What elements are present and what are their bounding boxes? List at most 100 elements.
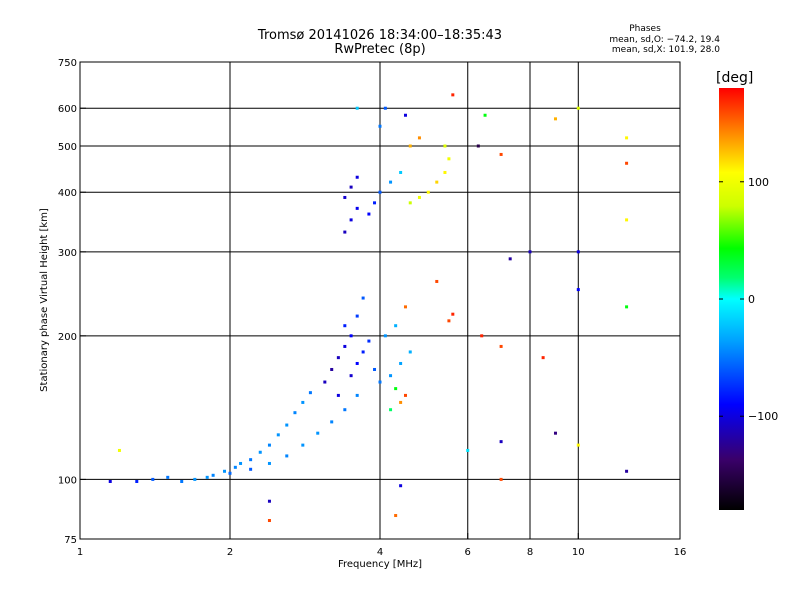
- data-point: [399, 170, 403, 174]
- data-point: [193, 477, 197, 481]
- stats-line-o: mean, sd,O: −74.2, 19.4: [609, 35, 720, 45]
- data-point: [480, 334, 484, 338]
- data-point: [355, 361, 359, 365]
- x-tick-label: 6: [465, 547, 471, 558]
- x-tick-label: 1: [77, 547, 83, 558]
- data-point: [553, 431, 557, 435]
- data-point: [435, 279, 439, 283]
- colorbar-tick-label: −100: [748, 410, 778, 423]
- data-point: [349, 374, 353, 378]
- data-point: [499, 344, 503, 348]
- data-point: [508, 257, 512, 261]
- data-point: [117, 448, 121, 452]
- data-point: [330, 367, 334, 371]
- data-point: [343, 344, 347, 348]
- data-point: [343, 195, 347, 199]
- data-point: [394, 324, 398, 328]
- data-point: [541, 356, 545, 360]
- data-point: [447, 319, 451, 323]
- data-point: [451, 312, 455, 316]
- data-point: [576, 250, 580, 254]
- data-point: [625, 218, 629, 222]
- data-point: [249, 467, 253, 471]
- data-point: [483, 113, 487, 117]
- data-point: [625, 161, 629, 165]
- y-axis: 75 100 200 300 400 500 600 750: [58, 58, 86, 546]
- colorbar-tick-label: 100: [748, 176, 769, 189]
- data-point: [373, 367, 377, 371]
- data-point: [408, 350, 412, 354]
- y-tick-label: 600: [58, 104, 77, 115]
- data-point: [399, 361, 403, 365]
- data-point: [267, 499, 271, 503]
- data-point: [355, 393, 359, 397]
- data-point: [576, 288, 580, 292]
- y-tick-label: 500: [58, 142, 77, 153]
- data-point: [285, 423, 289, 427]
- data-point: [308, 391, 312, 395]
- y-axis-label: Stationary phase Virtual Height [km]: [39, 208, 50, 392]
- data-point: [394, 514, 398, 518]
- colorbar-ticks: 100 0 −100: [719, 176, 778, 423]
- x-axis-label: Frequency [MHz]: [338, 559, 422, 570]
- colorbar-label: [deg]: [716, 70, 753, 86]
- data-point: [228, 471, 232, 475]
- y-tick-label: 750: [58, 58, 77, 69]
- data-point: [576, 106, 580, 110]
- data-point: [499, 440, 503, 444]
- data-point: [408, 201, 412, 205]
- grid-lines: [80, 62, 680, 539]
- data-point: [180, 479, 184, 483]
- data-point: [355, 314, 359, 318]
- stats-line-x: mean, sd,X: 101.9, 28.0: [612, 45, 720, 55]
- data-point: [451, 93, 455, 97]
- data-point: [403, 393, 407, 397]
- data-point: [233, 465, 237, 469]
- data-point: [211, 473, 215, 477]
- colorbar: [719, 88, 744, 510]
- data-point: [205, 475, 209, 479]
- data-point: [528, 250, 532, 254]
- data-point: [258, 450, 262, 454]
- data-point: [417, 136, 421, 140]
- data-point: [394, 387, 398, 391]
- data-point: [108, 479, 112, 483]
- data-point: [399, 400, 403, 404]
- chart-title: Tromsø 20141026 18:34:00–18:35:43: [257, 28, 502, 43]
- data-point: [408, 144, 412, 148]
- data-point: [301, 400, 305, 404]
- y-tick-label: 300: [58, 248, 77, 259]
- x-tick-label: 8: [527, 547, 533, 558]
- data-point: [378, 124, 382, 128]
- data-point: [223, 469, 227, 473]
- data-point: [355, 206, 359, 210]
- colorbar-tick-label: 0: [748, 293, 755, 306]
- data-point: [466, 448, 470, 452]
- data-point: [553, 117, 557, 121]
- data-point: [576, 443, 580, 447]
- data-point: [443, 170, 447, 174]
- y-tick-label: 400: [58, 188, 77, 199]
- data-point: [343, 324, 347, 328]
- data-point: [355, 106, 359, 110]
- data-point: [323, 380, 327, 384]
- data-point: [367, 339, 371, 343]
- data-point: [476, 144, 480, 148]
- y-tick-label: 200: [58, 332, 77, 343]
- data-point: [625, 305, 629, 309]
- data-point: [239, 461, 243, 465]
- data-point: [435, 180, 439, 184]
- y-tick-label: 75: [64, 535, 77, 546]
- data-point: [349, 185, 353, 189]
- x-tick-label: 10: [572, 547, 585, 558]
- y-tick-label: 100: [58, 475, 77, 486]
- data-point: [249, 458, 253, 462]
- data-point: [151, 477, 155, 481]
- data-point: [349, 334, 353, 338]
- data-point: [293, 411, 297, 415]
- x-tick-label: 2: [227, 547, 233, 558]
- scatter-points: [108, 93, 629, 523]
- data-point: [389, 408, 393, 412]
